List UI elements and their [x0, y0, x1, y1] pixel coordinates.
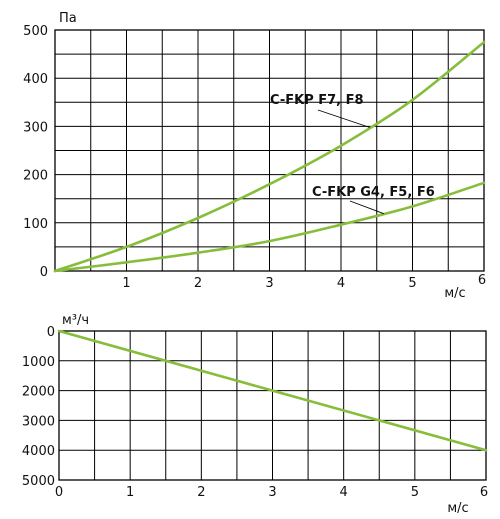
series-line [53, 181, 486, 273]
y-tick-label: 0 [47, 325, 55, 340]
x-tick-label: 1 [122, 276, 130, 291]
x-tick-label: 1 [126, 485, 134, 500]
y-tick-label: 300 [23, 120, 48, 135]
series-label-leader [317, 109, 370, 128]
pressure-chart: 0 100 200 300 400 500 1 2 3 4 5 6 Па м/с C-FKP F7, F8 C… [23, 11, 486, 301]
x-tick-label: 5 [411, 485, 419, 500]
x-tick-label: 3 [268, 485, 276, 500]
y-tick-label: 3000 [22, 414, 55, 429]
series-line [53, 40, 486, 273]
x-axis-unit: м/с [444, 286, 465, 301]
series-line [57, 329, 488, 452]
x-axis-unit: м/с [447, 501, 468, 516]
x-tick-label: 4 [340, 485, 348, 500]
y-tick-label: 4000 [22, 444, 55, 459]
y-tick-label: 0 [40, 265, 48, 280]
series-label-leader [349, 200, 385, 215]
y-tick-label: 1000 [22, 355, 55, 370]
x-tick-label: 5 [408, 276, 416, 291]
y-tick-label: 200 [23, 169, 48, 184]
y-tick-label: 400 [23, 72, 48, 87]
plot-frame [58, 330, 487, 481]
y-tick-label: 2000 [22, 385, 55, 400]
series-label: C-FKP G4, F5, F6 [312, 185, 435, 200]
y-tick-label: 500 [23, 24, 48, 39]
x-tick-label: 6 [480, 485, 488, 500]
x-tick-label: 2 [197, 485, 205, 500]
y-tick-label: 5000 [22, 474, 55, 489]
x-tick-label: 4 [337, 276, 345, 291]
x-tick-label: 0 [55, 485, 63, 500]
y-axis-unit: м³/ч [62, 313, 89, 328]
plot-frame [54, 29, 485, 272]
x-tick-label: 3 [265, 276, 273, 291]
y-axis-unit: Па [59, 11, 77, 26]
y-tick-label: 100 [23, 217, 48, 232]
x-tick-label: 2 [194, 276, 202, 291]
x-tick-label: 6 [478, 273, 486, 288]
series-label: C-FKP F7, F8 [270, 93, 364, 108]
